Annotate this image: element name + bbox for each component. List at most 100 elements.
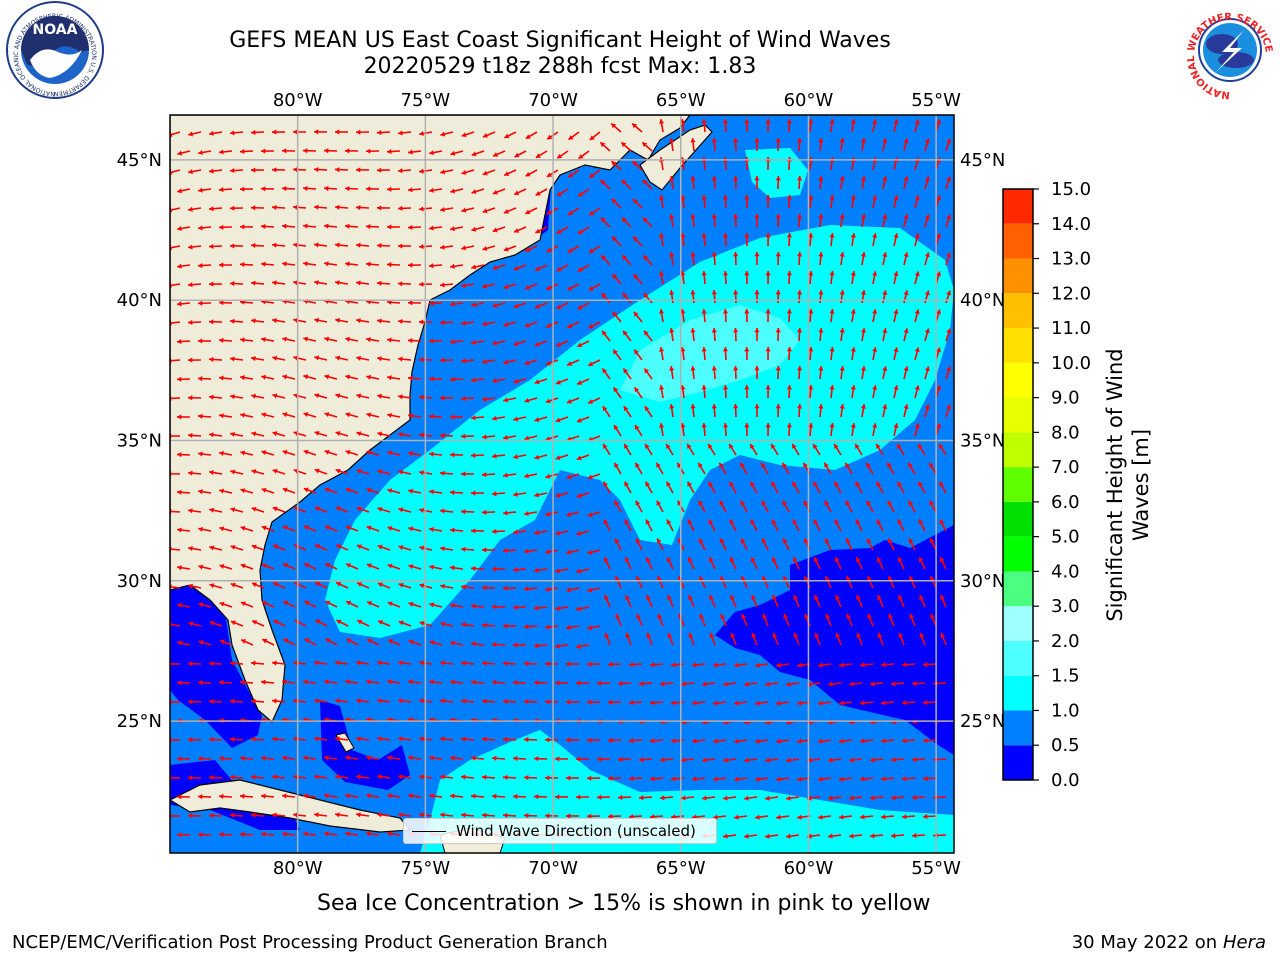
wave-arrow-head — [556, 304, 562, 310]
wave-arrow-head — [503, 548, 508, 554]
wave-arrow-head — [367, 638, 373, 644]
wave-arrow-head — [387, 793, 392, 799]
wave-arrow-head — [918, 481, 923, 487]
wave-arrow-head — [188, 131, 194, 137]
wave-arrow-head — [440, 470, 445, 476]
wave-arrow-head — [314, 468, 320, 474]
wave-arrow-head — [589, 135, 595, 141]
wave-arrow-head — [621, 179, 627, 185]
wave-arrow-head — [702, 757, 707, 763]
wave-arrow-head — [482, 547, 487, 553]
wave-arrow-head — [782, 538, 788, 544]
wave-arrow-head — [936, 347, 941, 353]
wave-arrow-head — [855, 481, 860, 487]
wave-arrow-head — [461, 396, 466, 402]
wave-arrow-head — [608, 775, 613, 781]
wave-arrow-head — [324, 336, 330, 342]
wave-arrow-head — [711, 176, 717, 181]
wave-arrow-head — [872, 309, 878, 314]
wave-arrow-head — [492, 415, 497, 421]
wave-arrow-head — [251, 205, 256, 211]
wave-arrow-head — [734, 776, 739, 782]
colorbar-segment — [1003, 536, 1033, 572]
wave-arrow-head — [345, 525, 351, 531]
wave-arrow-head — [924, 176, 930, 182]
wave-arrow-head — [545, 775, 550, 781]
wave-arrow-head — [839, 776, 844, 782]
wave-arrow-head — [303, 374, 309, 380]
wave-arrow-head — [856, 632, 862, 638]
wave-arrow-head — [828, 795, 833, 801]
wave-arrow-head — [471, 679, 476, 685]
wave-arrow-head — [632, 161, 638, 166]
wave-arrow-head — [471, 339, 476, 345]
wave-arrow-head — [597, 756, 602, 762]
wave-arrow-head — [639, 757, 644, 763]
wave-arrow-head — [261, 450, 267, 456]
wave-arrow-head — [786, 119, 792, 124]
wave-arrow-head — [440, 433, 445, 439]
wave-arrow-head — [461, 433, 466, 439]
wave-arrow-head — [740, 462, 745, 468]
wave-arrow-head — [240, 679, 245, 685]
wave-arrow-head — [492, 491, 497, 497]
wave-arrow-head — [702, 795, 707, 801]
colorbar-segment — [1003, 745, 1033, 780]
wave-arrow-head — [566, 661, 571, 667]
wave-arrow-head — [429, 564, 434, 570]
wave-arrow-head — [440, 282, 445, 288]
wave-arrow-head — [734, 700, 739, 706]
wave-arrow-head — [387, 224, 392, 230]
wave-arrow-head — [471, 189, 477, 195]
wave-arrow-head — [646, 595, 651, 601]
wave-arrow-head — [786, 195, 792, 200]
wave-arrow-head — [503, 397, 509, 403]
wave-arrow-head — [566, 775, 571, 781]
wave-arrow-head — [377, 393, 382, 399]
wave-arrow-head — [772, 632, 778, 638]
wave-arrow-head — [755, 814, 760, 820]
wave-arrow-head — [429, 526, 434, 533]
wave-arrow-head — [503, 208, 509, 214]
wave-arrow-head — [524, 699, 529, 705]
wave-arrow-head — [282, 679, 287, 685]
wave-arrow-head — [556, 342, 562, 347]
wave-arrow-head — [818, 290, 824, 295]
wave-arrow-head — [408, 187, 413, 193]
wave-arrow-head — [699, 613, 705, 619]
wave-arrow-head — [829, 347, 835, 352]
wave-arrow-head — [545, 549, 550, 555]
wave-arrow-head — [534, 492, 540, 498]
wave-arrow-head — [230, 736, 235, 742]
wave-arrow-head — [398, 774, 403, 780]
wave-arrow-head — [588, 361, 594, 367]
wave-arrow-head — [690, 138, 696, 143]
lon-label-bottom: 65°W — [656, 858, 706, 879]
wave-arrow-head — [643, 293, 649, 298]
colorbar-tick-label: 14.0 — [1051, 214, 1091, 235]
wave-arrow-head — [860, 700, 865, 706]
wave-arrow-head — [751, 632, 757, 638]
wave-arrow-head — [366, 793, 371, 799]
wave-arrow-head — [387, 412, 392, 418]
lat-label-left: 30°N — [117, 571, 162, 592]
wave-arrow-head — [304, 638, 310, 644]
wave-arrow-head — [272, 280, 277, 286]
wave-arrow-head — [656, 462, 661, 468]
wave-arrow-head — [940, 632, 946, 638]
wave-arrow-head — [818, 662, 823, 668]
wave-arrow-head — [796, 138, 803, 143]
wave-arrow-head — [701, 309, 707, 314]
wave-arrow-head — [219, 488, 225, 494]
wave-arrow-head — [209, 319, 214, 325]
wave-arrow-head — [659, 309, 665, 314]
wave-arrow-head — [860, 814, 865, 820]
wave-arrow-head — [876, 519, 882, 525]
wave-arrow-head — [835, 595, 840, 601]
map-frame — [169, 114, 955, 854]
wave-arrow-head — [387, 488, 393, 494]
wave-arrow-head — [903, 404, 909, 410]
wave-arrow-head — [198, 794, 203, 800]
wave-arrow-head — [419, 736, 424, 742]
wave-arrow-head — [775, 252, 781, 257]
